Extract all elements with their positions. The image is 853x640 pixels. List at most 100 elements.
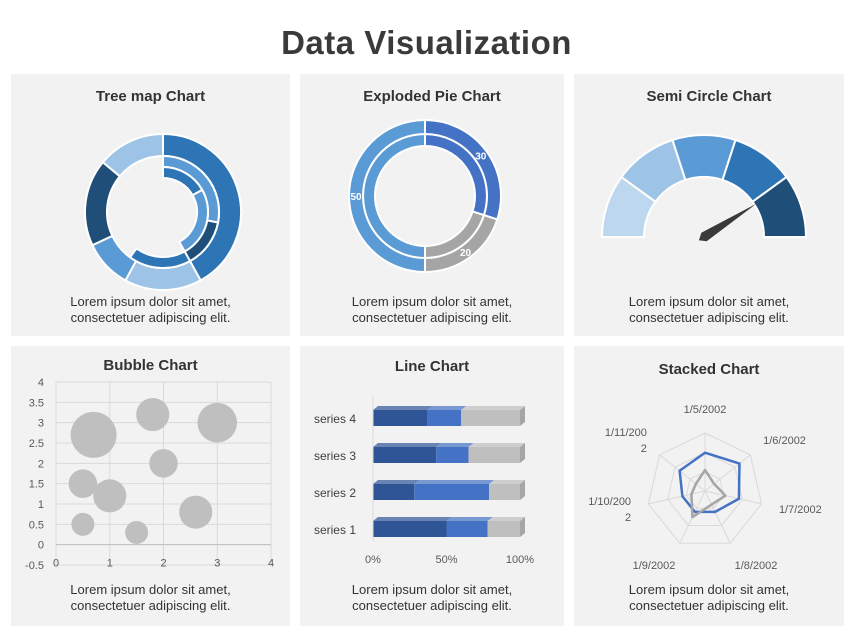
bubble-y-tick: 3.5 [29,397,44,409]
bubble-point [68,469,98,498]
bubble-desc-line2: consectetuer adipiscing elit. [70,598,231,613]
page-title: Data Visualization [281,24,572,61]
bar-category-label: series 2 [314,486,356,500]
stacked-description: Lorem ipsum dolor sit amet, consectetuer… [574,582,844,614]
bubble-point [70,411,117,458]
bar-segment [446,521,488,537]
bubble-y-tick: 4 [38,377,44,389]
bar-segment [373,410,428,426]
bar-segment [461,410,520,426]
pie-outer-slice [424,118,502,221]
line-chart-title: Line Chart [394,358,470,375]
exploded-pie-panel: Exploded Pie Chart 30 20 50 Lorem ipsum do… [300,74,564,336]
bubble-y-tick: 1 [38,499,44,511]
radar-axis-label: 1/6/2002 [763,435,806,447]
bubble-y-tick: 0.5 [29,519,44,531]
semi-circle-desc-line1: Lorem ipsum dolor sit amet, [628,294,790,309]
exploded-pie-title: Exploded Pie Chart [363,88,501,105]
sunburst-segment [128,247,192,269]
radar-axis-label: 1/10/200 2 [588,496,631,524]
radar-spoke [704,490,762,505]
tree-map-description: Lorem ipsum dolor sit amet, consectetuer… [11,294,290,326]
bar-side-face [520,517,525,537]
line-chart-desc-line2: consectetuer adipiscing elit. [352,598,512,613]
gauge-segment [751,175,808,238]
sunburst-segment [101,132,164,178]
stacked-desc-line2: consectetuer adipiscing elit. [629,598,789,613]
bar-top-face [373,517,452,521]
bar-top-face [468,443,525,447]
sunburst-segment [178,188,209,253]
bar-segment [373,484,415,500]
line-chart-desc-line1: Lorem ipsum dolor sit amet, [351,582,513,597]
tree-map-desc-line1: Lorem ipsum dolor sit amet, [70,294,231,309]
bubble-x-tick: 4 [268,558,274,570]
radar-axis-label: 1/11/200 2 [605,427,647,455]
bar-top-face [436,443,474,447]
pie-data-label: 30 [475,151,487,162]
bubble-y-tick: 2 [38,458,44,470]
radar-series [678,451,741,514]
bar-category-label: series 1 [314,523,356,537]
bubble-point [197,402,238,443]
bubble-point [136,397,170,432]
bar-side-face [520,480,525,500]
gauge-needle [698,203,757,242]
tree-map-chart [84,132,242,291]
semi-circle-title: Semi Circle Chart [646,88,772,105]
bubble-x-tick: 2 [160,558,166,570]
stacked-title: Stacked Chart [658,361,760,378]
stacked-panel: Stacked Chart 1/5/2002 1/6/2002 1/7/2002 1/… [574,346,844,626]
bar-top-face [461,406,525,410]
stacked-chart: 1/5/2002 1/6/2002 1/7/2002 1/8/2002 1/9/2002… [588,404,822,572]
pie-data-label: 20 [460,248,472,259]
stacked-desc-line1: Lorem ipsum dolor sit amet, [628,582,790,597]
bar-category-label: series 4 [314,412,356,426]
bubble-point [71,512,95,536]
radar-axis-label: 1/9/2002 [633,560,676,572]
exploded-pie-desc-line2: consectetuer adipiscing elit. [352,310,512,325]
bar-top-face [373,480,420,484]
radar-grid [647,432,763,544]
bubble-y-tick: 1.5 [29,479,44,491]
bar-segment [489,484,520,500]
bubble-y-tick: 2.5 [29,438,44,450]
bar-top-face [373,406,433,410]
line-chart-chart: series 4 series 3 series 2 series 1 0% 50% 100… [314,396,534,566]
bubble-point [93,479,127,513]
bar-x-tick: 50% [435,554,457,566]
bubble-title: Bubble Chart [103,357,198,374]
bar-segment [436,447,469,463]
tree-map-panel: Tree map Chart Lorem ipsum dolor sit ame… [11,74,290,336]
bar-x-tick: 100% [506,554,534,566]
pie-data-label: 50 [350,192,362,203]
exploded-pie-desc-line1: Lorem ipsum dolor sit amet, [351,294,513,309]
radar-axis-label: 1/8/2002 [735,560,778,572]
bubble-point [149,449,178,478]
bubble-description: Lorem ipsum dolor sit amet, consectetuer… [11,582,290,614]
radar-series [690,468,727,519]
bar-segment [373,447,437,463]
tree-map-desc-line2: consectetuer adipiscing elit. [70,310,231,325]
bar-segment [373,521,447,537]
bar-side-face [520,406,525,426]
bubble-desc-line1: Lorem ipsum dolor sit amet, [70,582,231,597]
bubble-chart: -0.5 0 0.5 1 1.5 2 2.5 3 3.5 4 0 1 2 3 4 [25,377,274,572]
bar-x-tick: 0% [365,554,381,566]
bubble-y-tick: 0 [38,540,44,552]
bubble-x-tick: 1 [107,558,113,570]
radar-axis-label: 1/7/2002 [779,504,822,516]
bar-segment [468,447,520,463]
bubble-y-tick: -0.5 [25,560,44,572]
bubble-y-tick: 3 [38,418,44,430]
semi-circle-desc-line2: consectetuer adipiscing elit. [629,310,789,325]
exploded-pie-description: Lorem ipsum dolor sit amet, consectetuer… [300,294,564,326]
bar-category-label: series 3 [314,449,356,463]
radar-spoke [704,454,751,492]
radar-spoke [704,490,731,544]
bar-top-face [373,443,442,447]
semi-circle-description: Lorem ipsum dolor sit amet, consectetuer… [574,294,844,326]
line-chart-panel: Line Chart series 4 series 3 series 2 serie… [300,346,564,626]
bar-top-face [427,406,467,410]
sunburst-segment [84,160,122,247]
